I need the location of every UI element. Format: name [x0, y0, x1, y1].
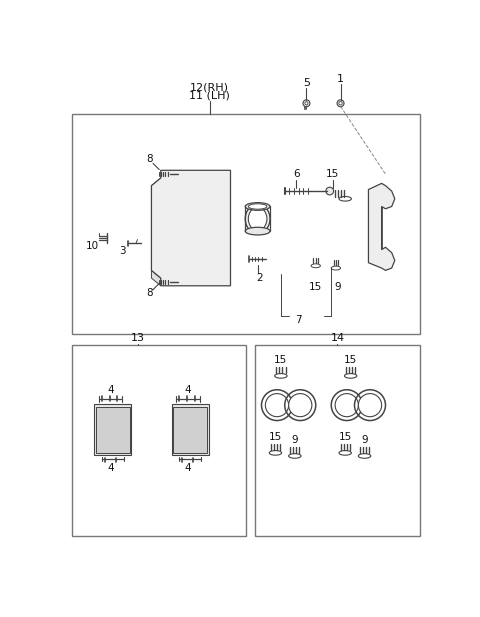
Circle shape — [359, 394, 382, 416]
Circle shape — [170, 207, 214, 250]
Text: 2: 2 — [257, 273, 263, 283]
Text: 15: 15 — [338, 432, 352, 442]
Circle shape — [288, 394, 312, 416]
Polygon shape — [369, 183, 395, 270]
Text: 4: 4 — [185, 385, 191, 395]
Text: 4: 4 — [107, 463, 114, 473]
Polygon shape — [172, 416, 176, 422]
Circle shape — [194, 426, 199, 431]
Text: 11 (LH): 11 (LH) — [189, 91, 230, 101]
Ellipse shape — [248, 207, 267, 230]
Polygon shape — [172, 404, 209, 455]
Circle shape — [176, 213, 207, 244]
Bar — [72, 114, 420, 334]
Polygon shape — [376, 205, 382, 251]
Circle shape — [116, 426, 121, 431]
Polygon shape — [127, 416, 132, 422]
Circle shape — [337, 100, 344, 107]
Text: 12(RH): 12(RH) — [190, 82, 229, 92]
Ellipse shape — [245, 204, 270, 233]
Text: 6: 6 — [293, 169, 300, 179]
Text: 9: 9 — [291, 435, 298, 445]
Circle shape — [305, 102, 308, 105]
Text: 13: 13 — [131, 333, 144, 343]
Circle shape — [177, 280, 182, 284]
Text: 15: 15 — [269, 432, 282, 442]
Text: 5: 5 — [303, 78, 310, 88]
Text: 14: 14 — [330, 333, 345, 343]
Circle shape — [177, 172, 182, 177]
Text: 15: 15 — [326, 169, 339, 179]
Polygon shape — [94, 416, 99, 422]
Bar — [255, 345, 420, 536]
Ellipse shape — [245, 202, 270, 210]
Polygon shape — [152, 270, 161, 286]
Polygon shape — [204, 416, 209, 422]
Text: 15: 15 — [309, 283, 323, 292]
Circle shape — [265, 394, 288, 416]
Text: 4: 4 — [185, 463, 191, 473]
Circle shape — [326, 187, 334, 195]
Polygon shape — [173, 407, 207, 453]
Circle shape — [339, 102, 342, 105]
Circle shape — [181, 426, 187, 431]
Text: 8: 8 — [146, 289, 153, 299]
Text: 9: 9 — [361, 435, 368, 445]
Polygon shape — [152, 170, 230, 286]
Text: 4: 4 — [107, 385, 114, 395]
Text: 10: 10 — [86, 241, 99, 251]
Circle shape — [303, 100, 310, 107]
Text: 8: 8 — [146, 154, 153, 164]
Text: 7: 7 — [295, 315, 302, 325]
Circle shape — [335, 394, 359, 416]
Circle shape — [104, 426, 109, 431]
Circle shape — [182, 219, 201, 238]
Polygon shape — [152, 178, 161, 193]
Text: 1: 1 — [337, 75, 344, 85]
Polygon shape — [94, 404, 132, 455]
Text: 3: 3 — [119, 246, 125, 256]
Text: 9: 9 — [334, 283, 341, 292]
Bar — [72, 345, 246, 536]
Text: 15: 15 — [344, 355, 357, 365]
Ellipse shape — [245, 227, 270, 235]
Polygon shape — [96, 407, 130, 453]
Text: 15: 15 — [274, 355, 288, 365]
Ellipse shape — [248, 204, 267, 209]
